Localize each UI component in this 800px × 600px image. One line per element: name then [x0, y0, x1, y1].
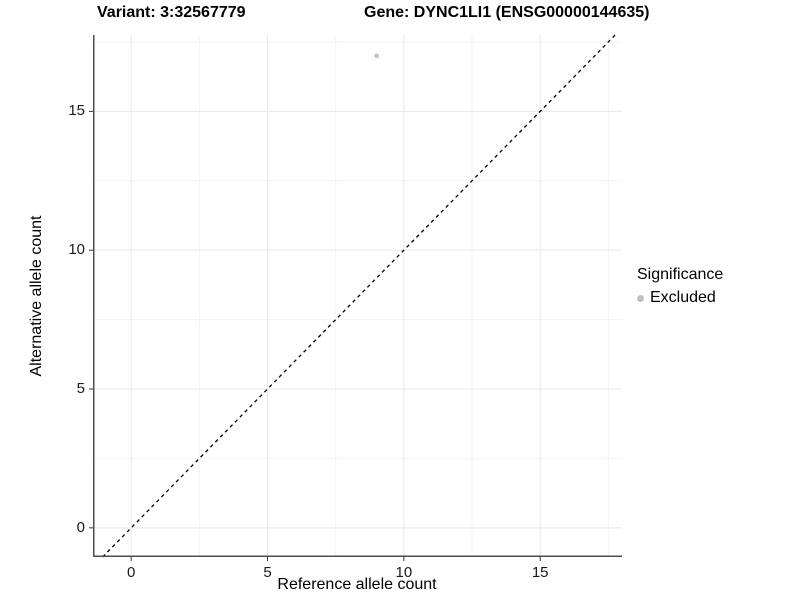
- x-tick-label: 5: [263, 564, 272, 581]
- legend-item-excluded: Excluded: [637, 289, 723, 307]
- y-tick-label: 15: [68, 102, 85, 120]
- x-tick-label: 0: [127, 564, 136, 581]
- variant-title: Variant: 3:32567779: [97, 4, 246, 21]
- gene-title: Gene: DYNC1LI1 (ENSG00000144635): [364, 4, 650, 21]
- data-point: [374, 53, 379, 59]
- plot-panel: [89, 34, 622, 561]
- x-axis-title: Reference allele count: [277, 576, 437, 593]
- y-axis-title: Alternative allele count: [28, 215, 45, 377]
- x-tick-label: 10: [395, 564, 413, 581]
- identity-dashed-line: [102, 34, 616, 558]
- legend: Significance Excluded: [637, 266, 723, 307]
- y-tick-label: 0: [76, 518, 85, 536]
- legend-title: Significance: [637, 266, 724, 283]
- y-tick-label: 10: [68, 241, 85, 259]
- y-tick-label: 5: [76, 380, 85, 398]
- plot-canvas: [89, 34, 622, 561]
- legend-item-label: Excluded: [650, 289, 716, 306]
- excluded-point-icon: [637, 294, 644, 302]
- x-tick-label: 15: [531, 564, 549, 581]
